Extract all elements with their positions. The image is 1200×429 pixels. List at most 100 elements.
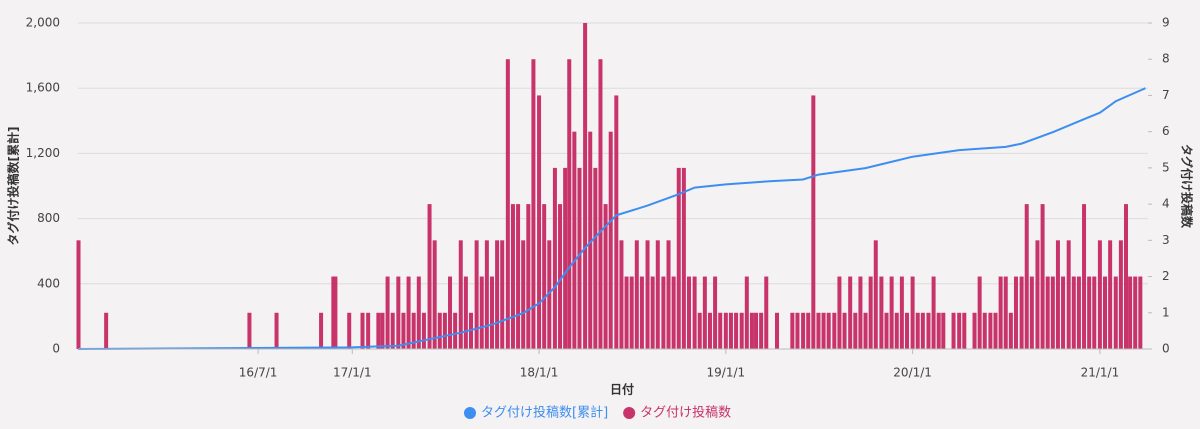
bar [816,313,820,349]
bar [656,240,660,349]
bar [646,240,650,349]
bar [1098,240,1102,349]
y2-tick-label: 3 [1162,233,1170,247]
bar [422,313,426,349]
bar [745,277,749,349]
bar [438,313,442,349]
bar [1138,277,1142,349]
bar [77,240,81,349]
bar [526,204,530,349]
bar [275,313,279,349]
bar [319,313,323,349]
bar [1035,240,1039,349]
bar [1087,277,1091,349]
y-tick-label: 800 [37,211,60,225]
bar [682,168,686,349]
bar [635,240,639,349]
y-tick-label: 1,600 [26,81,60,95]
bar [759,313,763,349]
bar [698,313,702,349]
bar [376,313,380,349]
bar [729,313,733,349]
y2-tick-label: 1 [1162,305,1170,319]
bar [1009,313,1013,349]
bar [1056,240,1060,349]
bar [567,59,571,349]
bar [916,313,920,349]
y2-tick-label: 9 [1162,16,1170,30]
x-tick-label: 20/1/1 [893,366,932,380]
bar [443,313,447,349]
bar [703,277,707,349]
bar [104,313,108,349]
bar [614,95,618,349]
bar [1108,240,1112,349]
x-tick-label: 18/1/1 [520,366,559,380]
bar [811,95,815,349]
y-tick-label: 0 [52,342,60,356]
bar [396,277,400,349]
bar [795,313,799,349]
bar [775,313,779,349]
bar [687,277,691,349]
bar [1051,277,1055,349]
bar [407,277,411,349]
bar [361,313,365,349]
bar [453,313,457,349]
bar [853,313,857,349]
bar [490,277,494,349]
bar [988,313,992,349]
x-tick-label: 21/1/1 [1081,366,1120,380]
bar [952,313,956,349]
bar [1061,277,1065,349]
bar [713,277,717,349]
bar [864,313,868,349]
bar [563,168,567,349]
bar [693,277,697,349]
bar [366,313,370,349]
bar [978,277,982,349]
bar [672,277,676,349]
bar [832,313,836,349]
bar [333,277,337,349]
bar [879,277,883,349]
bar [1077,277,1081,349]
bar [734,313,738,349]
bar [537,95,541,349]
bar [869,277,873,349]
bar [667,240,671,349]
bar [822,313,826,349]
bar [1092,277,1096,349]
bar [572,132,576,349]
bar [848,277,852,349]
bar [1030,277,1034,349]
bar [609,132,613,349]
bar [625,277,629,349]
bar [962,313,966,349]
bar [480,277,484,349]
bar [433,240,437,349]
bar [837,277,841,349]
y2-tick-label: 4 [1162,197,1170,211]
bar [754,313,758,349]
x-axis-title: 日付 [610,382,634,397]
y2-tick-label: 5 [1162,160,1170,174]
bar [932,277,936,349]
y2-tick-label: 2 [1162,269,1170,283]
legend-marker [623,407,635,419]
bar [890,277,894,349]
bar [619,240,623,349]
legend-text: タグ付け投稿数 [640,405,731,421]
bar [1124,204,1128,349]
bar [1103,277,1107,349]
bar [475,240,479,349]
bar [1072,277,1076,349]
bar [926,313,930,349]
bar [1046,277,1050,349]
bar [905,313,909,349]
y-axis-title: タグ付け投稿数[累計] [6,127,21,246]
bar [386,277,390,349]
bar [827,313,831,349]
x-tick-label: 17/1/1 [333,366,372,380]
bar [485,240,489,349]
